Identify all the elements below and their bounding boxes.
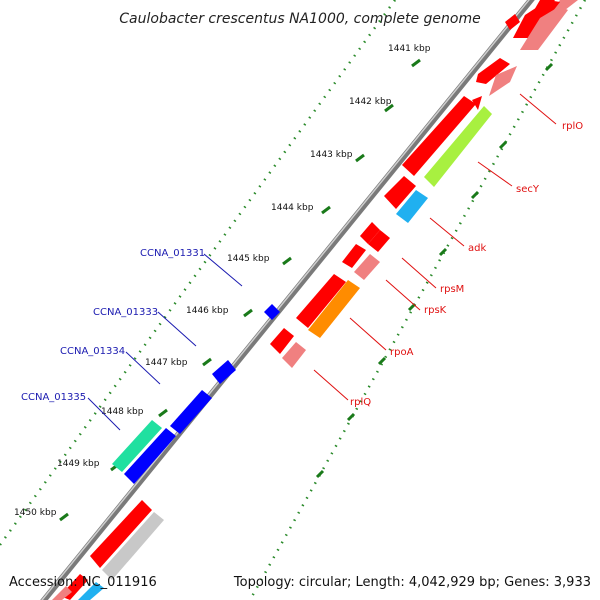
cds-arrow-head [472, 96, 482, 110]
tick-label: 1445 kbp [227, 254, 270, 264]
genome-backbone [40, 0, 535, 600]
gene-label: rpsK [424, 305, 447, 316]
cds-feature [90, 500, 152, 568]
cds-CCNA_01335 [124, 428, 176, 484]
cds-CCNA_01331 [264, 304, 280, 320]
gene-label: rpoA [390, 347, 414, 358]
gene-label: rplQ [350, 397, 371, 408]
cds-rpoA [308, 280, 360, 338]
map-title: Caulobacter crescentus NA1000, complete … [119, 11, 480, 27]
tick-label: 1448 kbp [101, 407, 144, 417]
tick-label: 1442 kbp [349, 97, 392, 107]
tick-label: 1446 kbp [186, 306, 229, 316]
cds-CCNA_01333 [212, 360, 236, 384]
cds-rpsM [368, 230, 390, 252]
tick-label: 1444 kbp [271, 203, 314, 213]
cds-CCNA_01335-teal [112, 420, 162, 472]
topology-text: Topology: circular; Length: 4,042,929 bp… [233, 575, 591, 590]
gene-feature [520, 6, 568, 50]
cds-CCNA_01334 [170, 390, 212, 434]
tick-label: 1441 kbp [388, 44, 431, 54]
gene-label: rpsM [440, 284, 464, 295]
gene-label: CCNA_01334 [60, 346, 125, 357]
right-leader-lines [313, 93, 557, 401]
cds-feature [78, 582, 104, 600]
cds-adk [396, 190, 428, 223]
left-leader-lines [87, 253, 243, 431]
tick-label: 1443 kbp [310, 150, 353, 160]
accession-text: Accession: NC_011916 [9, 575, 157, 590]
cds-feature [296, 274, 346, 328]
tick-label: 1449 kbp [57, 459, 100, 469]
gene-label: CCNA_01335 [21, 392, 86, 403]
gene-label: CCNA_01331 [140, 248, 205, 259]
cds-feature [360, 222, 380, 244]
genome-backbone-highlight [41, 0, 530, 600]
gene-label: CCNA_01333 [93, 307, 158, 318]
tick-label: 1450 kbp [14, 508, 57, 518]
cds-feature [505, 14, 520, 30]
gene-rpsK [354, 254, 380, 280]
cds-feature [342, 244, 366, 268]
gene-feature-grey [102, 512, 164, 580]
cds-rplQ [270, 328, 294, 354]
cds-feature [513, 0, 560, 38]
tick-label: 1447 kbp [145, 358, 188, 368]
gene-label: adk [468, 243, 486, 254]
cds-secY [424, 106, 492, 187]
cds-rplO [402, 96, 476, 176]
gene-feature [489, 66, 517, 96]
major-ticks [59, 58, 421, 522]
cds-feature [384, 176, 416, 209]
outer-major-ticks [315, 62, 554, 479]
cds-feature [476, 58, 510, 84]
gene-rplQ [282, 342, 306, 368]
outer-tick-track [248, 0, 587, 600]
gene-label: secY [516, 184, 540, 195]
gene-feature [52, 586, 72, 600]
gene-label: rplO [562, 121, 583, 132]
